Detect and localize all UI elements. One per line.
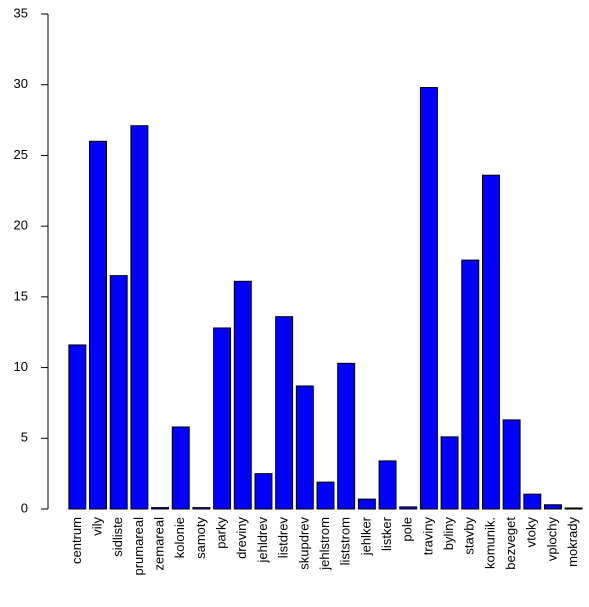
x-tick-label: centrum	[69, 517, 84, 564]
bar-traviny	[419, 87, 438, 510]
y-tick-label: 25	[14, 147, 28, 162]
y-tick-label: 30	[14, 76, 28, 91]
x-tick-label: samoty	[193, 517, 208, 559]
x-tick-label: liststrom	[338, 517, 353, 565]
bar-komunik	[481, 174, 500, 510]
bar-mokrady	[564, 507, 583, 510]
y-axis: 0 5 10 15 20 25 30 35	[14, 5, 49, 515]
bar-vplochy	[544, 504, 562, 510]
y-tick-label: 0	[21, 500, 28, 515]
x-tick-label: skupdrev	[296, 517, 311, 570]
x-tick-label: sidliste	[110, 517, 125, 557]
x-tick-label: vtoky	[524, 517, 539, 548]
x-tick-label: traviny	[420, 517, 435, 556]
y-tick-label: 20	[14, 218, 28, 233]
bar-liststrom	[337, 362, 356, 510]
y-tick-label: 15	[14, 288, 28, 303]
x-tick-label: jehlstrom	[317, 517, 332, 571]
bar-kolonie	[171, 426, 190, 510]
x-tick-label: stavby	[462, 517, 477, 555]
bar-jehlker	[357, 498, 376, 510]
bar-skupdrev	[295, 385, 314, 510]
bar-prumareal	[130, 125, 149, 510]
bar-stavby	[461, 259, 480, 510]
x-tick-label: prumareal	[131, 517, 146, 576]
bar-bezveget	[502, 419, 521, 510]
bar-jehlstrom	[316, 481, 335, 510]
bar-samoty	[192, 507, 211, 510]
x-tick-label: bezveget	[503, 517, 518, 570]
bar-centrum	[68, 344, 87, 510]
x-tick-label: pole	[400, 517, 415, 542]
bar-sidliste	[109, 275, 128, 510]
x-axis-labels: centrum vily sidliste prumareal zemareal kolo…	[69, 516, 580, 575]
x-tick-label: vplochy	[544, 517, 559, 562]
x-tick-label: zemareal	[151, 517, 166, 571]
bar-listdrev	[275, 316, 294, 510]
x-tick-label: mokrady	[565, 517, 580, 567]
bar-dreviny	[233, 280, 252, 510]
bar-pole	[399, 506, 418, 510]
x-tick-label: vily	[89, 517, 104, 536]
bar-zemareal	[151, 507, 170, 510]
y-tick-label: 5	[21, 430, 28, 445]
y-tick-label: 10	[14, 359, 28, 374]
bar-listker	[378, 460, 397, 510]
x-tick-label: listker	[379, 516, 394, 551]
bars-group	[68, 87, 583, 510]
bar-vily	[89, 140, 107, 510]
y-tick-label: 35	[14, 5, 28, 20]
x-tick-label: parky	[214, 517, 229, 549]
x-tick-label: jehldrev	[255, 517, 270, 564]
x-tick-label: komunik.	[482, 517, 497, 569]
bar-vtoky	[523, 493, 542, 510]
bar-parky	[213, 327, 232, 510]
x-tick-label: listdrev	[276, 517, 291, 559]
x-tick-label: jehlker	[358, 516, 373, 556]
x-tick-label: byliny	[441, 517, 456, 551]
bar-jehldrev	[254, 473, 273, 510]
x-tick-label: dreviny	[234, 517, 249, 559]
x-tick-label: kolonie	[172, 517, 187, 558]
bar-byliny	[440, 436, 459, 510]
